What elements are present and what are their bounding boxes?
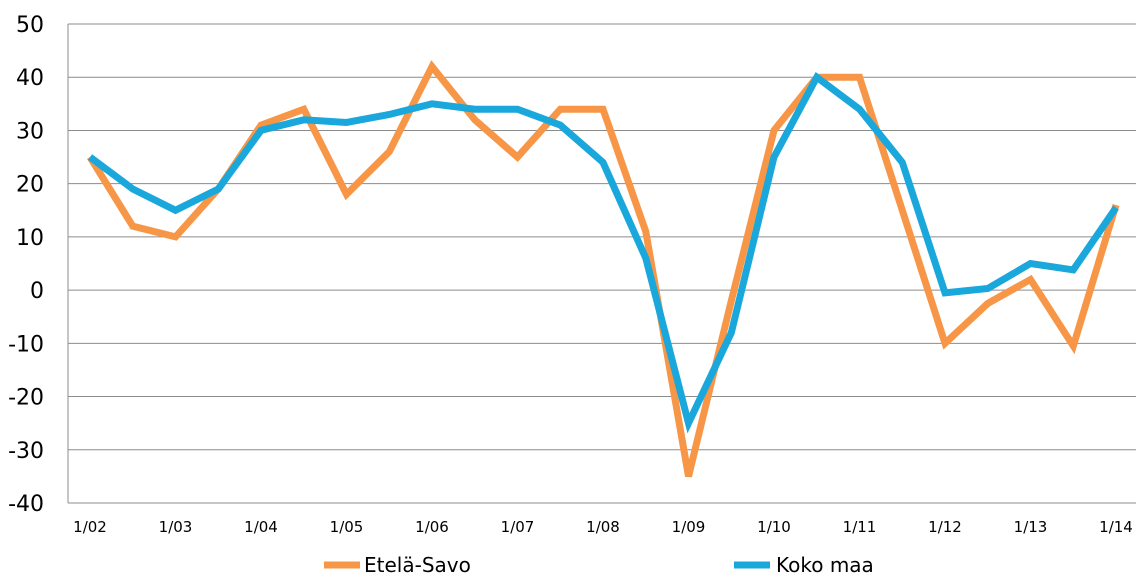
series-line-0 (87, 60, 1120, 478)
y-axis-ticks: 50 40 30 20 10 0 -10 -20 -30 -40 (8, 13, 44, 517)
x-tick-label: 1/12 (928, 518, 962, 536)
x-tick-label: 1/09 (672, 518, 706, 536)
axes (67, 24, 1136, 504)
legend-label: Koko maa (776, 553, 874, 576)
x-tick-label: 1/08 (586, 518, 620, 536)
y-tick-label: 50 (16, 13, 44, 38)
x-tick-label: 1/04 (244, 518, 278, 536)
legend: Etelä-Savo Koko maa (324, 553, 874, 577)
legend-label: Etelä-Savo (364, 553, 471, 576)
x-tick-label: 1/07 (501, 518, 535, 536)
x-axis-ticks: 1/02 1/03 1/04 1/05 1/06 1/07 1/08 1/09 1/10 1/11… (73, 518, 1133, 536)
x-tick-label: 1/14 (1099, 518, 1133, 536)
y-tick-label: 0 (30, 279, 44, 304)
x-tick-label: 1/11 (843, 518, 877, 536)
x-tick-label: 1/02 (73, 518, 107, 536)
x-tick-label: 1/05 (330, 518, 364, 536)
y-tick-label: -20 (8, 386, 44, 411)
y-tick-label: 10 (16, 226, 44, 251)
x-tick-label: 1/03 (159, 518, 193, 536)
y-tick-label: -40 (8, 492, 44, 517)
y-tick-label: 20 (16, 173, 44, 198)
grid-lines (68, 23, 1136, 451)
y-tick-label: -10 (8, 332, 44, 357)
y-tick-label: -30 (8, 439, 44, 464)
y-tick-label: 40 (16, 66, 44, 91)
y-tick-label: 30 (16, 119, 44, 144)
x-tick-label: 1/10 (757, 518, 791, 536)
x-tick-label: 1/06 (415, 518, 449, 536)
series-lines (87, 60, 1120, 478)
x-tick-label: 1/13 (1014, 518, 1048, 536)
series-line-1 (87, 71, 1119, 434)
